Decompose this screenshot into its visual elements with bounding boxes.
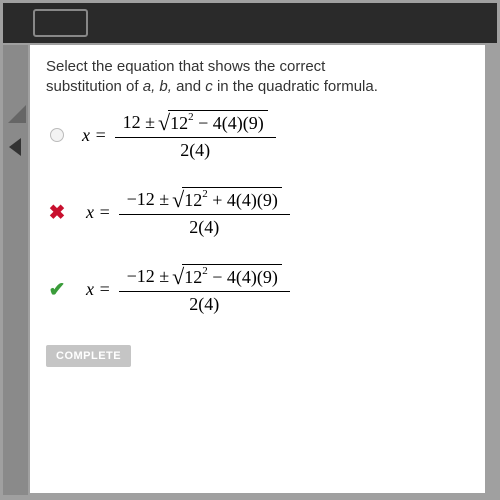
rad-base: 12 — [184, 267, 202, 287]
back-arrow-icon[interactable] — [9, 138, 21, 156]
radio-unselected-icon[interactable] — [50, 128, 64, 142]
rad-rest: − 4(4)(9) — [194, 113, 264, 133]
top-indicator-box — [33, 9, 88, 37]
rad-exp: 2 — [202, 265, 208, 277]
option-row[interactable]: ✖ x = −12 ± √ 122 + 4(4)(9) 2(4) — [46, 187, 469, 238]
prompt-and: and — [176, 78, 205, 95]
formula-fraction: −12 ± √ 122 − 4(4)(9) 2(4) — [119, 264, 290, 315]
radicand: 122 − 4(4)(9) — [168, 110, 268, 134]
sqrt-icon: √ 122 − 4(4)(9) — [172, 264, 282, 288]
correct-icon: ✔ — [46, 277, 68, 302]
fraction-denominator: 2(4) — [189, 215, 219, 238]
formula-fraction: 12 ± √ 122 − 4(4)(9) 2(4) — [115, 110, 276, 161]
radical-symbol: √ — [158, 112, 170, 136]
corner-decor — [8, 105, 26, 123]
radical-symbol: √ — [172, 189, 184, 213]
rad-base: 12 — [184, 190, 202, 210]
rad-rest: + 4(4)(9) — [208, 190, 278, 210]
radicand: 122 − 4(4)(9) — [182, 264, 282, 288]
num-lead: −12 ± — [127, 266, 170, 287]
wrong-icon: ✖ — [46, 200, 68, 225]
rad-rest: − 4(4)(9) — [208, 267, 278, 287]
formula-option-1: x = 12 ± √ 122 − 4(4)(9) 2(4) — [82, 110, 276, 161]
fraction-numerator: −12 ± √ 122 + 4(4)(9) — [119, 187, 290, 215]
left-sidebar — [3, 45, 28, 495]
sqrt-icon: √ 122 − 4(4)(9) — [158, 110, 268, 134]
formula-option-2: x = −12 ± √ 122 + 4(4)(9) 2(4) — [86, 187, 290, 238]
complete-button[interactable]: COMPLETE — [46, 345, 131, 367]
prompt-line2a: substitution of — [46, 78, 143, 95]
formula-lhs: x = — [82, 125, 107, 146]
option-row[interactable]: x = 12 ± √ 122 − 4(4)(9) 2(4) — [46, 110, 469, 161]
rad-exp: 2 — [188, 111, 194, 123]
num-lead: 12 ± — [123, 112, 155, 133]
fraction-numerator: −12 ± √ 122 − 4(4)(9) — [119, 264, 290, 292]
prompt-line1: Select the equation that shows the corre… — [46, 58, 325, 75]
option-row[interactable]: ✔ x = −12 ± √ 122 − 4(4)(9) 2(4) — [46, 264, 469, 315]
fraction-denominator: 2(4) — [189, 292, 219, 315]
fraction-numerator: 12 ± √ 122 − 4(4)(9) — [115, 110, 276, 138]
question-prompt: Select the equation that shows the corre… — [46, 57, 469, 98]
radical-symbol: √ — [172, 266, 184, 290]
formula-fraction: −12 ± √ 122 + 4(4)(9) 2(4) — [119, 187, 290, 238]
rad-base: 12 — [170, 113, 188, 133]
sqrt-icon: √ 122 + 4(4)(9) — [172, 187, 282, 211]
prompt-vars-ab: a, b, — [143, 78, 176, 95]
question-panel: Select the equation that shows the corre… — [30, 45, 485, 493]
formula-lhs: x = — [86, 279, 111, 300]
rad-exp: 2 — [202, 188, 208, 200]
radicand: 122 + 4(4)(9) — [182, 187, 282, 211]
prompt-var-c: c — [205, 78, 217, 95]
prompt-end: in the quadratic formula. — [217, 78, 378, 95]
formula-option-3: x = −12 ± √ 122 − 4(4)(9) 2(4) — [86, 264, 290, 315]
window-top-bar — [3, 3, 497, 43]
num-lead: −12 ± — [127, 189, 170, 210]
fraction-denominator: 2(4) — [180, 138, 210, 161]
formula-lhs: x = — [86, 202, 111, 223]
